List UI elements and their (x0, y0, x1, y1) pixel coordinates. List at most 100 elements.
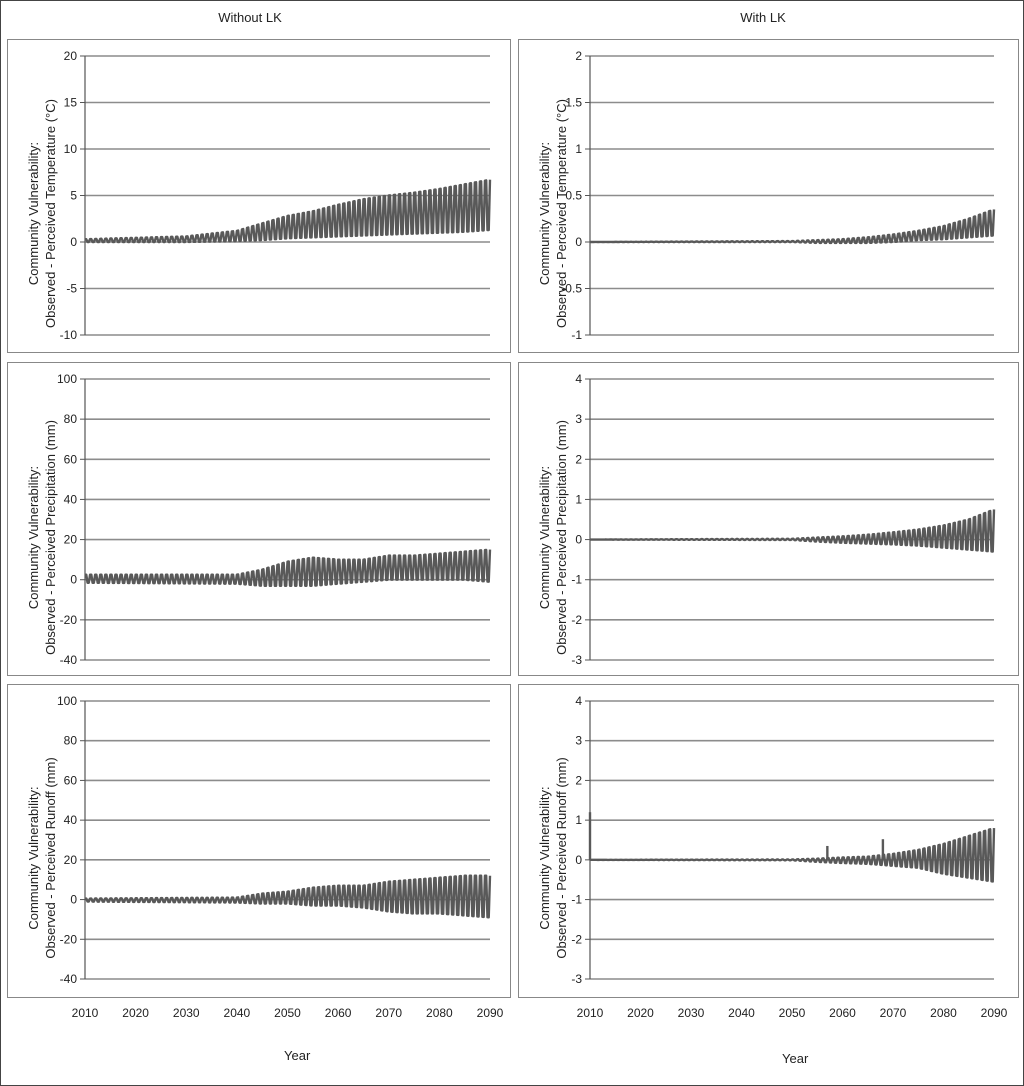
y-axis-label-line: Observed - Perceived Temperature (°C) (554, 99, 569, 328)
y-tick-label: 100 (57, 694, 77, 708)
y-tick-label: 60 (64, 452, 78, 466)
y-axis-label: Community Vulnerability: Observed - Perce… (537, 99, 569, 328)
chart-with-precipitation: -3 -2 -1 0 1 2 3 4 Community Vulnerability: Obser… (537, 372, 996, 667)
y-axis-label-line: Community Vulnerability: (537, 466, 552, 609)
y-tick-label: 0 (70, 235, 77, 249)
y-tick-label: 0 (575, 235, 582, 249)
x-axis-label-right: Year (782, 1051, 809, 1066)
y-tick-label: -40 (60, 653, 78, 667)
series-line (85, 548, 492, 587)
y-axis-label-line: Community Vulnerability: (26, 786, 41, 929)
y-tick-label: -0.5 (561, 282, 582, 296)
panel-with-precipitation: -3 -2 -1 0 1 2 3 4 Community Vulnerability: Obser… (518, 362, 1019, 676)
y-axis-label-line: Community Vulnerability: (537, 142, 552, 285)
series-line (589, 828, 996, 883)
y-tick-label: 1.5 (565, 96, 582, 110)
y-axis-label: Community Vulnerability: Observed - Perce… (26, 757, 58, 958)
y-tick-label: 80 (64, 734, 78, 748)
y-axis-label-line: Observed - Perceived Precipitation (mm) (554, 420, 569, 655)
y-tick-label: -20 (60, 932, 78, 946)
y-tick-label: -1 (571, 328, 582, 342)
y-tick-label: -3 (571, 972, 582, 986)
y-tick-label: 20 (64, 853, 78, 867)
x-axis-ticks-right: 2010 2020 2030 2040 2050 2060 2070 2080 2090 (512, 1006, 1024, 1026)
y-tick-label: -2 (571, 932, 582, 946)
y-tick-label: 60 (64, 773, 78, 787)
x-tick-label: 2040 (223, 1006, 251, 1020)
y-tick-label: -3 (571, 653, 582, 667)
x-axis-label-left: Year (284, 1048, 311, 1063)
x-tick-label: 2080 (426, 1006, 453, 1020)
x-tick-label: 2070 (375, 1006, 403, 1020)
panel-with-runoff: -3 -2 -1 0 1 2 3 4 Community Vulnerability: Obser… (518, 684, 1019, 998)
chart-with-temperature: -1 -0.5 0 0.5 1 1.5 2 Community Vulnerability: O… (537, 49, 996, 342)
panel-with-temperature: -1 -0.5 0 0.5 1 1.5 2 Community Vulnerability: O… (518, 39, 1019, 353)
y-tick-label: 4 (575, 372, 582, 386)
y-axis-label-line: Observed - Perceived Temperature (°C) (43, 99, 58, 328)
x-tick-label: 2010 (71, 1006, 99, 1020)
x-tick-label: 2090 (980, 1006, 1008, 1020)
y-axis-label: Community Vulnerability: Observed - Perce… (537, 420, 569, 655)
x-tick-label: 2040 (728, 1006, 755, 1020)
x-tick-label: 2060 (829, 1006, 856, 1020)
panel-without-runoff: -40 -20 0 20 40 60 80 100 Community Vulnerabilit… (7, 684, 511, 998)
column-title-without-lk: Without LK (218, 10, 282, 25)
y-tick-label: 80 (64, 412, 78, 426)
chart-without-runoff: -40 -20 0 20 40 60 80 100 Community Vulnerabilit… (26, 694, 492, 986)
chart-without-precipitation: -40 -20 0 20 40 60 80 100 Community Vulnerabilit… (26, 372, 492, 667)
y-axis-label-line: Observed - Perceived Precipitation (mm) (43, 420, 58, 655)
y-axis-label: Community Vulnerability: Observed - Perce… (26, 420, 58, 655)
y-tick-label: -5 (66, 282, 77, 296)
x-tick-label: 2050 (274, 1006, 301, 1020)
y-axis-label-line: Observed - Perceived Runoff (mm) (554, 757, 569, 958)
panel-without-temperature: -10 -5 0 5 10 15 20 Community Vulnerability: Obs… (7, 39, 511, 353)
y-tick-label: -2 (571, 613, 582, 627)
x-axis-ticks-left: 2010 2020 2030 2040 2050 2060 2070 2080 2090 (0, 1006, 512, 1026)
y-axis-label: Community Vulnerability: Observed - Perce… (26, 99, 58, 328)
x-tick-label: 2090 (476, 1006, 504, 1020)
series-line (589, 209, 996, 245)
x-tick-label: 2020 (122, 1006, 149, 1020)
y-axis-label-line: Community Vulnerability: (26, 466, 41, 609)
y-tick-label: 1 (575, 142, 582, 156)
y-tick-label: 3 (575, 734, 582, 748)
y-axis-label-line: Community Vulnerability: (537, 786, 552, 929)
x-tick-label: 2020 (627, 1006, 654, 1020)
series-line (590, 509, 996, 553)
x-tick-label: 2030 (172, 1006, 200, 1020)
y-tick-label: 0 (70, 573, 77, 587)
x-tick-label: 2060 (324, 1006, 352, 1020)
y-axis-label-line: Community Vulnerability: (26, 142, 41, 285)
y-tick-label: 100 (57, 372, 77, 386)
series-line (84, 874, 492, 919)
y-tick-label: 40 (64, 813, 78, 827)
x-tick-label: 2080 (930, 1006, 957, 1020)
y-tick-label: 2 (575, 452, 582, 466)
y-tick-label: 40 (64, 492, 78, 506)
y-tick-label: 0.5 (565, 189, 582, 203)
y-tick-label: 4 (575, 694, 582, 708)
x-tick-label: 2070 (879, 1006, 907, 1020)
y-axis-label-line: Observed - Perceived Runoff (mm) (43, 757, 58, 958)
chart-with-runoff: -3 -2 -1 0 1 2 3 4 Community Vulnerability: Obser… (537, 694, 996, 986)
y-tick-label: 0 (575, 533, 582, 547)
x-tick-label: 2050 (778, 1006, 806, 1020)
y-tick-label: -40 (60, 972, 78, 986)
y-tick-label: 2 (575, 49, 582, 63)
y-tick-label: 1 (575, 813, 582, 827)
y-tick-label: 1 (575, 492, 582, 506)
x-tick-label: 2010 (576, 1006, 604, 1020)
y-tick-label: -1 (571, 573, 582, 587)
y-tick-label: 20 (64, 533, 78, 547)
y-tick-label: 2 (575, 773, 582, 787)
series-line (84, 179, 492, 244)
x-tick-label: 2030 (677, 1006, 705, 1020)
panel-without-precipitation: -40 -20 0 20 40 60 80 100 Community Vulnerabilit… (7, 362, 511, 676)
y-tick-label: 0 (575, 853, 582, 867)
y-axis-label: Community Vulnerability: Observed - Perce… (537, 757, 569, 958)
y-tick-label: 0 (70, 893, 77, 907)
y-tick-label: 15 (64, 96, 78, 110)
y-tick-label: 20 (64, 49, 78, 63)
y-tick-label: 5 (70, 189, 77, 203)
y-tick-label: -20 (60, 613, 78, 627)
